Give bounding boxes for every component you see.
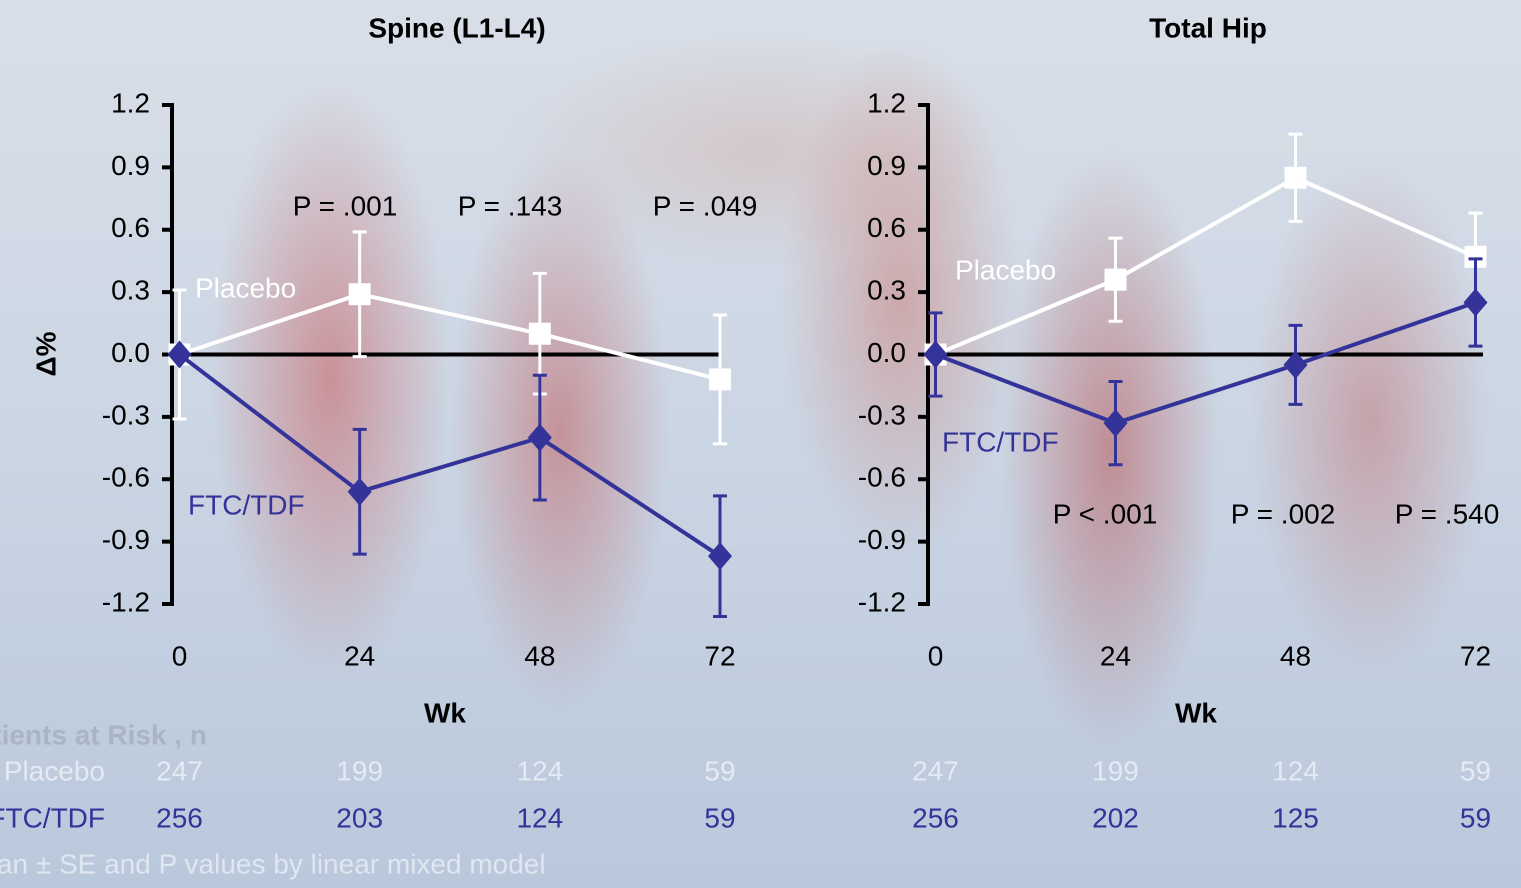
y-tick-label: -1.2 [102,586,150,617]
p-value: P = .002 [1231,498,1336,529]
risk-table-title: Patients at Risk , n [0,719,207,750]
y-tick-label: 0.3 [111,275,150,306]
risk-count: 247 [912,755,959,786]
series-line [180,355,720,557]
risk-count: 124 [516,755,563,786]
marker [529,323,551,345]
risk-count: 59 [1460,802,1491,833]
risk-count: 59 [704,755,735,786]
y-tick-label: -0.9 [858,524,906,555]
marker [528,424,552,452]
y-tick-label: 0.6 [867,212,906,243]
y-tick-label: 0.9 [111,150,150,181]
legend-label: FTC/TDF [942,426,1059,457]
y-tick-label: -0.6 [858,462,906,493]
y-tick-label: -0.3 [102,399,150,430]
risk-row-label: FTC/TDF [0,802,105,833]
legend-label: Placebo [195,272,296,303]
x-tick-label: 24 [344,640,375,671]
chart-title: Spine (L1-L4) [368,12,545,43]
risk-count: 124 [516,802,563,833]
legend-label: FTC/TDF [188,489,305,520]
y-tick-label: 1.2 [111,87,150,118]
x-tick-label: 72 [704,640,735,671]
footnote: Mean ± SE and P values by linear mixed m… [0,848,546,879]
p-value: P = .001 [293,190,398,221]
y-tick-label: 0.0 [111,337,150,368]
risk-count: 247 [156,755,203,786]
risk-count: 199 [1092,755,1139,786]
x-tick-label: 48 [1280,640,1311,671]
legend-label: Placebo [955,254,1056,285]
chart: Patients at Risk , n Mean ± SE and P val… [0,0,1521,888]
y-tick-label: 1.2 [867,87,906,118]
risk-count: 125 [1272,802,1319,833]
x-axis-label: Wk [1175,697,1217,728]
risk-count: 256 [912,802,959,833]
risk-count: 59 [704,802,735,833]
y-tick-label: 0.3 [867,275,906,306]
y-tick-label: 0.6 [111,212,150,243]
risk-count: 124 [1272,755,1319,786]
p-value: P = .049 [653,190,758,221]
risk-count: 202 [1092,802,1139,833]
risk-row-label: Placebo [4,755,105,786]
chart-title: Total Hip [1149,12,1267,43]
x-tick-label: 48 [524,640,555,671]
p-value: P < .001 [1053,498,1158,529]
marker [348,478,372,506]
y-tick-label: -0.6 [102,462,150,493]
y-tick-label: -0.3 [858,399,906,430]
x-tick-label: 72 [1460,640,1491,671]
x-axis-label: Wk [424,697,466,728]
marker [709,368,731,390]
risk-count: 256 [156,802,203,833]
risk-count: 199 [336,755,383,786]
marker [708,542,732,570]
slide: Patients at Risk , n Mean ± SE and P val… [0,0,1521,888]
x-tick-label: 0 [172,640,188,671]
y-tick-label: 0.9 [867,150,906,181]
x-tick-label: 24 [1100,640,1131,671]
series-line [180,294,720,379]
y-tick-label: -0.9 [102,524,150,555]
p-value: P = .540 [1395,498,1500,529]
x-tick-label: 0 [928,640,944,671]
marker [349,283,371,305]
y-axis-label: Δ% [30,331,61,376]
y-tick-label: -1.2 [858,586,906,617]
marker [1104,409,1128,437]
y-tick-label: 0.0 [867,337,906,368]
marker [1285,167,1307,189]
p-value: P = .143 [458,190,563,221]
risk-count: 59 [1460,755,1491,786]
marker [1105,269,1127,291]
risk-count: 203 [336,802,383,833]
marker [1464,289,1488,317]
